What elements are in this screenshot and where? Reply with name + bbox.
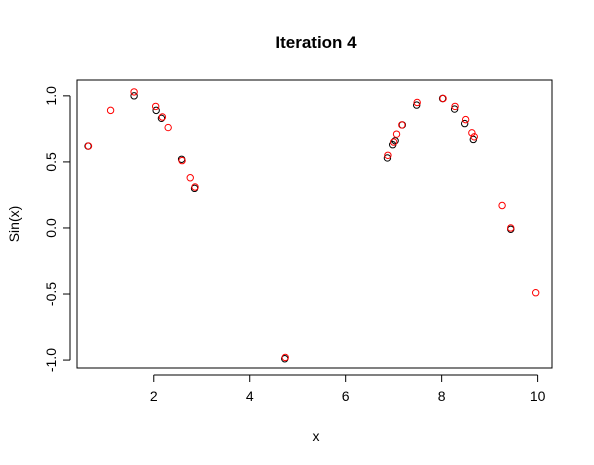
- data-point: [152, 106, 160, 115]
- y-tick-label: -0.5: [43, 282, 59, 306]
- data-point: [392, 130, 401, 138]
- data-point: [531, 288, 540, 297]
- data-point: [398, 121, 406, 129]
- y-tick-label: 0.5: [43, 152, 59, 172]
- data-point: [507, 224, 515, 232]
- data-point: [186, 174, 194, 182]
- y-tick-label: 1.0: [43, 86, 59, 106]
- data-point: [413, 98, 421, 107]
- data-point: [84, 142, 93, 150]
- x-tick-label: 10: [530, 388, 546, 404]
- data-point: [461, 115, 470, 124]
- x-tick-label: 6: [342, 388, 350, 404]
- data-point: [468, 129, 476, 137]
- data-point: [450, 105, 459, 113]
- data-point: [157, 114, 166, 123]
- y-tick-label: 0.0: [43, 218, 59, 238]
- data-point: [164, 123, 172, 132]
- data-point: [451, 102, 459, 111]
- data-point: [106, 106, 115, 115]
- y-axis: -1.0 -0.5 0.0 0.5 1.0: [43, 86, 71, 372]
- y-tick-label: -1.0: [43, 348, 59, 372]
- chart-title: Iteration 4: [275, 33, 357, 52]
- x-tick-label: 4: [246, 388, 254, 404]
- data-point: [158, 113, 167, 121]
- data-points: [84, 88, 540, 363]
- series-1: [84, 88, 540, 362]
- data-point: [191, 183, 199, 191]
- data-point: [389, 138, 398, 146]
- x-tick-label: 2: [150, 388, 158, 404]
- y-axis-label: Sin(x): [6, 206, 22, 243]
- x-axis: 2 4 6 8 10: [150, 374, 546, 404]
- data-point: [384, 151, 392, 160]
- data-point: [439, 94, 447, 103]
- data-point: [498, 201, 506, 210]
- data-point: [130, 88, 138, 96]
- data-point: [412, 101, 421, 109]
- data-point: [383, 154, 392, 162]
- x-axis-label: x: [313, 428, 320, 444]
- data-point: [178, 156, 186, 165]
- data-point: [460, 119, 469, 128]
- x-tick-label: 8: [438, 388, 446, 404]
- data-point: [470, 133, 478, 141]
- plot-area-border: [76, 79, 553, 369]
- data-point: [130, 92, 138, 100]
- data-point: [281, 353, 289, 362]
- data-point: [151, 102, 160, 111]
